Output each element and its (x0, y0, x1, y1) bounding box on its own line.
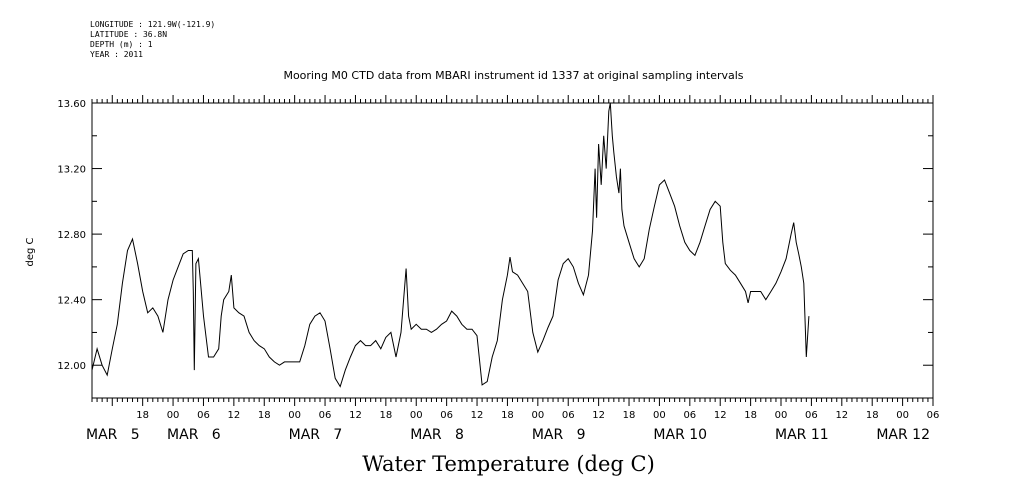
x-axis-label: Water Temperature (deg C) (362, 452, 655, 476)
longitude-text: LONGITUDE : 121.9W(-121.9) (90, 20, 216, 29)
x-hour-label: 12 (714, 410, 727, 421)
x-hour-label: 18 (866, 410, 879, 421)
y-axis: 12.00 12.40 12.80 13.20 13.60 (57, 99, 933, 399)
year-text: YEAR : 2011 (90, 50, 143, 59)
latitude-text: LATITUDE : 36.8N (90, 30, 168, 39)
series-layer (91, 102, 810, 388)
x-day-label: MAR 10 (653, 427, 707, 443)
x-day-label: MAR 5 (86, 427, 140, 443)
x-day-label: MAR 8 (410, 427, 464, 443)
chart-title: Mooring M0 CTD data from MBARI instrumen… (283, 69, 744, 82)
x-hour-label: 00 (775, 410, 788, 421)
x-hour-label: 00 (896, 410, 909, 421)
y-tick-label: 12.80 (57, 230, 86, 241)
x-hour-label: 00 (410, 410, 423, 421)
metadata-block: LONGITUDE : 121.9W(-121.9) LATITUDE : 36… (90, 20, 215, 60)
x-day-label: MAR 9 (532, 427, 586, 443)
x-hour-label: 12 (349, 410, 362, 421)
x-hour-label: 12 (471, 410, 484, 421)
x-hour-label: 12 (835, 410, 848, 421)
x-hour-label: 06 (440, 410, 453, 421)
depth-text: DEPTH (m) : 1 (90, 40, 153, 49)
x-hour-label: 18 (136, 410, 149, 421)
x-day-label: MAR 6 (167, 427, 221, 443)
x-hour-label: 06 (805, 410, 818, 421)
y-tick-label: 12.00 (57, 361, 86, 372)
x-hour-label: 12 (227, 410, 240, 421)
x-day-label: MAR 12 (876, 427, 930, 443)
x-hour-label: 06 (197, 410, 210, 421)
y-axis-label: deg C (25, 237, 36, 266)
x-hour-label: 18 (744, 410, 757, 421)
x-hour-label: 00 (653, 410, 666, 421)
x-axis: 18 00 06 12 18 00 06 12 18 00 06 12 18 00 06 12 18 00 06 12… (86, 95, 939, 443)
x-hour-label: 18 (379, 410, 392, 421)
x-hour-label: 06 (927, 410, 940, 421)
x-day-label: MAR 11 (775, 427, 829, 443)
y-tick-label: 13.60 (57, 99, 86, 110)
x-hour-label: 00 (531, 410, 544, 421)
y-tick-label: 12.40 (57, 296, 86, 307)
y-tick-label: 13.20 (57, 165, 86, 176)
x-hour-label: 18 (501, 410, 514, 421)
x-hour-label: 06 (319, 410, 332, 421)
x-day-label: MAR 7 (289, 427, 343, 443)
x-hour-label: 00 (288, 410, 301, 421)
x-hour-label: 00 (167, 410, 180, 421)
x-hour-label: 06 (562, 410, 575, 421)
x-hour-label: 06 (683, 410, 696, 421)
x-hour-label: 12 (592, 410, 605, 421)
temperature-series-line (91, 102, 810, 388)
x-hour-label: 18 (623, 410, 636, 421)
x-hour-label: 18 (258, 410, 271, 421)
